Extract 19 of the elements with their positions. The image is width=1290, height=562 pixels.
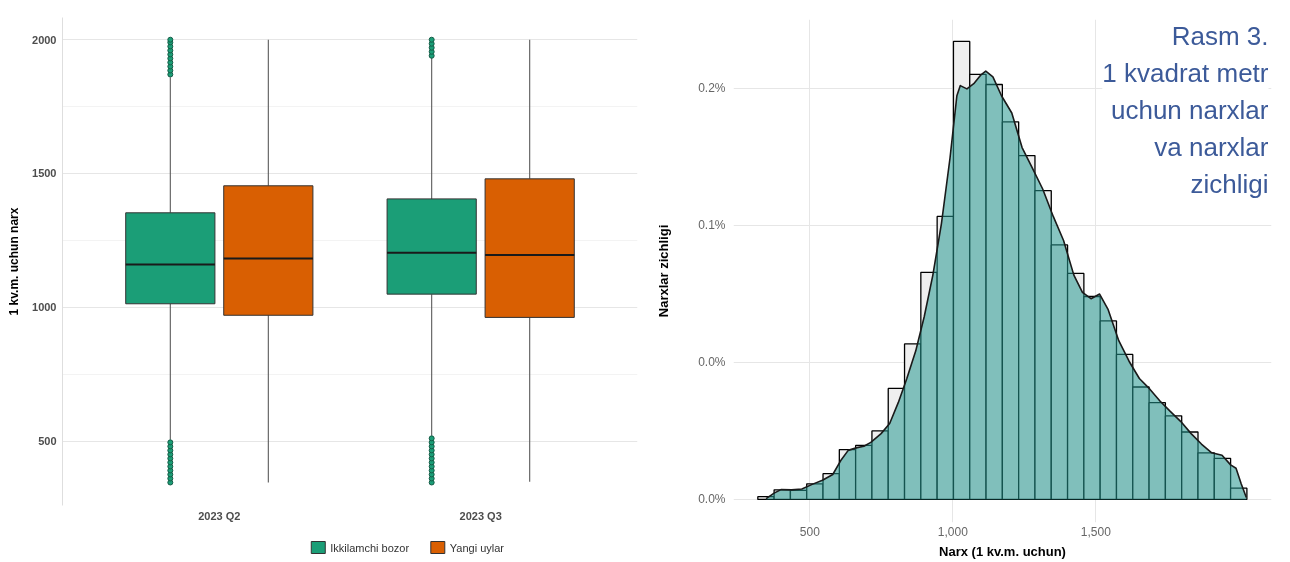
x-tick-label: 2023 Q2 [198,509,241,522]
y-tick-label: 500 [38,435,57,448]
y-tick-label: 0.0% [698,355,726,370]
y-axis-title: 1 kv.m. uchun narx [7,207,22,316]
y-axis-title: Narxlar zichligi [656,224,672,318]
legend-label: Ikkilamchi bozor [330,541,410,554]
y-tick-label: 2000 [32,33,57,46]
text: Rasm 3. 1 kvadrat metr uchun narxlar va narxlar zichligi [1102,20,1269,200]
y-tick-label: 1500 [32,167,57,180]
x-tick-label: 500 [799,524,821,539]
y-tick-label: 0.1% [698,218,726,233]
x-axis-title: Narx (1 kv.m. uchun) [939,543,1066,559]
x-tick-label: 1,500 [1080,524,1112,539]
y-tick-label: 0.2% [698,81,726,96]
x-tick-label: 1,000 [937,524,969,539]
x-tick-label: 2023 Q3 [459,509,502,522]
legend-label: Yangi uylar [449,541,505,554]
y-tick-label: 0.0% [698,492,726,507]
y-tick-label: 1000 [32,301,57,314]
